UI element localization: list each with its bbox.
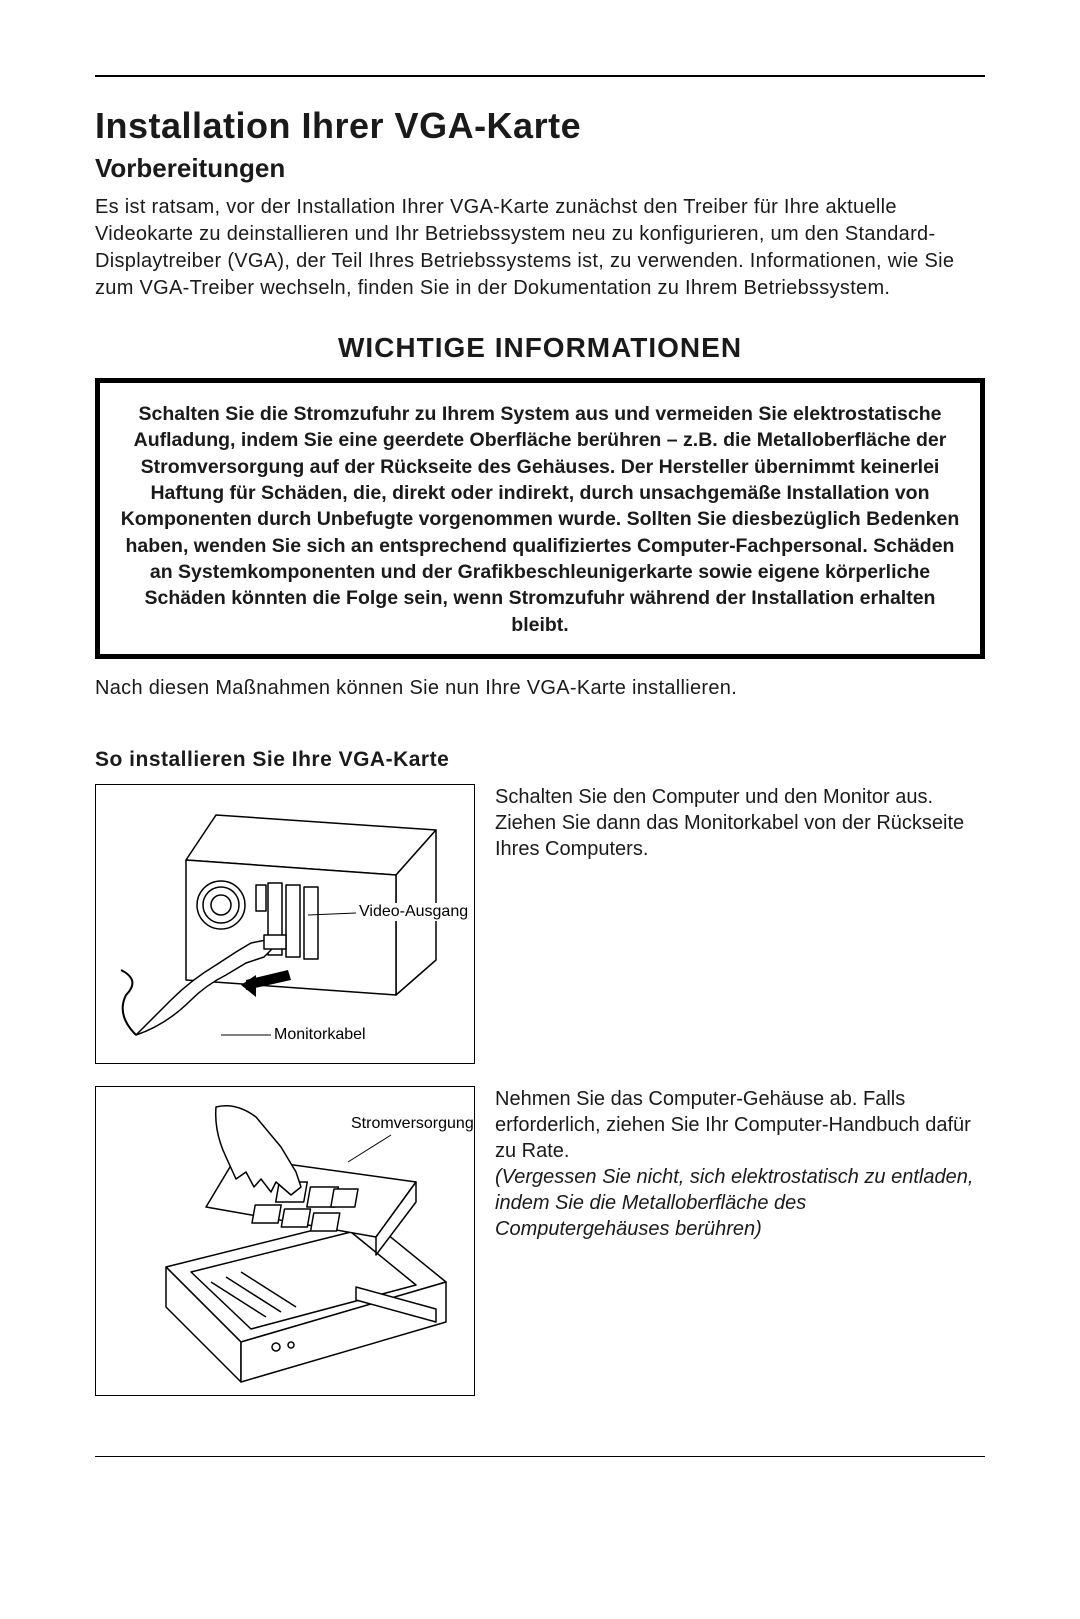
main-title: Installation Ihrer VGA-Karte	[95, 105, 985, 147]
step-2-main-text: Nehmen Sie das Computer-Gehäuse ab. Fall…	[495, 1088, 971, 1162]
step-1-figure: Video-Ausgang Monitorkabel	[95, 784, 475, 1064]
step-1-row: Video-Ausgang Monitorkabel Schalten Sie …	[95, 784, 985, 1064]
computer-open-illustration	[96, 1087, 474, 1395]
page: 15 Installation Ihrer VGA-Karte Vorberei…	[0, 0, 1080, 1507]
label-video-output: Video-Ausgang	[359, 903, 468, 921]
intro-paragraph: Es ist ratsam, vor der Installation Ihre…	[95, 194, 985, 302]
step-section-title: So installieren Sie Ihre VGA-Karte	[95, 748, 985, 772]
bottom-rule	[95, 1456, 985, 1457]
step-2-italic-text: (Vergessen Sie nicht, sich elektrostatis…	[495, 1166, 973, 1240]
top-rule	[95, 75, 985, 77]
label-monitor-cable: Monitorkabel	[274, 1026, 366, 1044]
step-2-figure: Stromversorgung	[95, 1086, 475, 1396]
computer-rear-illustration	[96, 785, 474, 1063]
subtitle: Vorbereitungen	[95, 153, 985, 184]
section-header: WICHTIGE INFORMATIONEN	[95, 332, 985, 364]
after-box-text: Nach diesen Maßnahmen können Sie nun Ihr…	[95, 677, 985, 700]
warning-box: Schalten Sie die Stromzufuhr zu Ihrem Sy…	[95, 378, 985, 659]
step-1-text: Schalten Sie den Computer und den Monito…	[495, 784, 985, 1064]
step-2-text: Nehmen Sie das Computer-Gehäuse ab. Fall…	[495, 1086, 985, 1396]
step-2-row: Stromversorgung Nehmen Sie das Computer-…	[95, 1086, 985, 1396]
label-power-supply: Stromversorgung	[351, 1115, 474, 1133]
